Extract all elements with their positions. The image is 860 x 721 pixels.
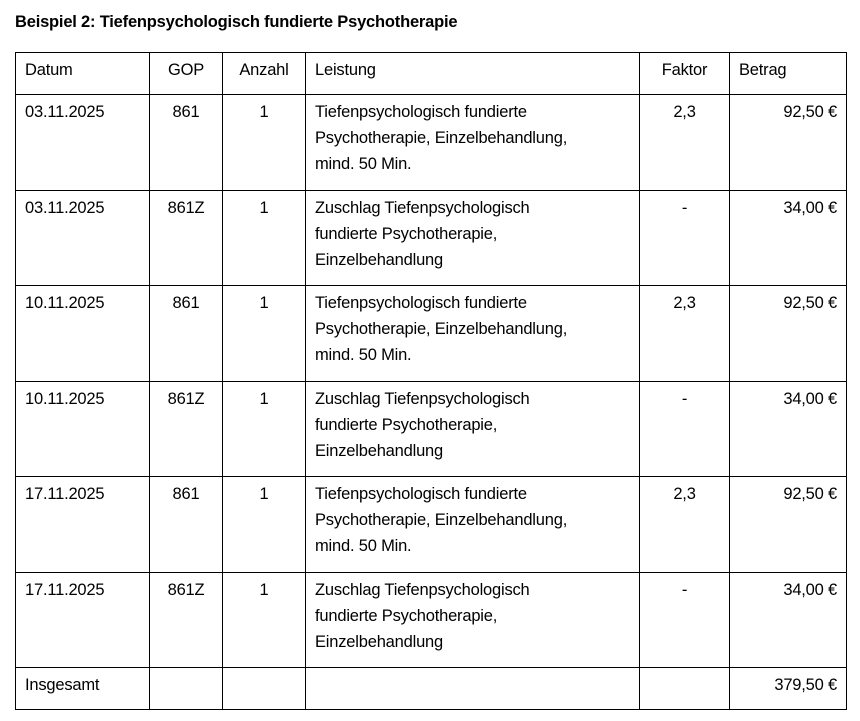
cell-leistung: Tiefenpsychologisch fundierte Psychothera… [305,476,640,573]
total-row: Insgesamt 379,50 € [15,667,847,710]
header-faktor: Faktor [639,52,730,95]
header-betrag: Betrag [729,52,847,95]
table-row: 17.11.2025 861Z 1 Zuschlag Tiefenpsychologi… [15,571,847,668]
cell-anzahl: 1 [222,94,306,191]
leistung-line: mind. 50 Min. [315,537,412,555]
cell-gop: 861 [149,476,223,573]
leistung-line: Zuschlag Tiefenpsychologisch [315,389,530,408]
cell-anzahl: 1 [222,189,306,286]
leistung-line: Zuschlag Tiefenpsychologisch [315,198,530,217]
leistung-line: mind. 50 Min. [315,346,412,364]
table-row: 03.11.2025 861Z 1 Zuschlag Tiefenpsychologi… [15,189,847,286]
cell-gop: 861Z [149,571,223,668]
table-row: 10.11.2025 861Z 1 Zuschlag Tiefenpsychologi… [15,380,847,477]
cell-faktor: 2,3 [639,285,730,382]
cell-datum: 10.11.2025 [15,380,150,477]
cell-datum: 03.11.2025 [15,94,150,191]
leistung-line: mind. 50 Min. [315,155,412,173]
table-header-row: Datum GOP Anzahl Leistung Faktor Betrag [15,52,847,95]
cell-leistung: Zuschlag Tiefenpsychologisch fundierte Ps… [305,189,640,286]
cell-betrag: 34,00 € [729,571,847,668]
leistung-line: Psychotherapie, Einzelbehandlung, [315,129,568,147]
table-row: 03.11.2025 861 1 Tiefenpsychologisch fundie… [15,94,847,191]
document-title: Beispiel 2: Tiefenpsychologisch fundiert… [15,13,458,31]
leistung-line: fundierte Psychotherapie, [315,224,498,243]
cell-gop: 861 [149,285,223,382]
cell-anzahl: 1 [222,476,306,573]
cell-betrag: 92,50 € [729,476,847,573]
leistung-line: Einzelbehandlung [315,441,443,460]
leistung-line: fundierte Psychotherapie, [315,606,498,625]
cell-datum: 03.11.2025 [15,189,150,286]
header-anzahl: Anzahl [222,52,306,95]
cell-faktor: 2,3 [639,476,730,573]
leistung-line: fundierte Psychotherapie, [315,415,498,434]
leistung-line: Psychotherapie, Einzelbehandlung, [315,320,568,338]
cell-datum: 17.11.2025 [15,476,150,573]
cell-leistung: Zuschlag Tiefenpsychologisch fundierte Ps… [305,380,640,477]
empty-cell [149,667,223,710]
cell-anzahl: 1 [222,571,306,668]
total-label: Insgesamt [15,667,150,710]
header-datum: Datum [15,52,150,95]
cell-anzahl: 1 [222,380,306,477]
cell-betrag: 34,00 € [729,189,847,286]
table-row: 10.11.2025 861 1 Tiefenpsychologisch fundie… [15,285,847,382]
table-row: 17.11.2025 861 1 Tiefenpsychologisch fundie… [15,476,847,573]
cell-faktor: 2,3 [639,94,730,191]
cell-leistung: Tiefenpsychologisch fundierte Psychothera… [305,285,640,382]
cell-anzahl: 1 [222,285,306,382]
cell-leistung: Tiefenpsychologisch fundierte Psychothera… [305,94,640,191]
leistung-line: Tiefenpsychologisch fundierte [315,294,527,312]
total-betrag: 379,50 € [729,667,847,710]
cell-datum: 17.11.2025 [15,571,150,668]
cell-betrag: 34,00 € [729,380,847,477]
cell-leistung: Zuschlag Tiefenpsychologisch fundierte Ps… [305,571,640,668]
cell-betrag: 92,50 € [729,94,847,191]
header-leistung: Leistung [305,52,640,95]
cell-datum: 10.11.2025 [15,285,150,382]
empty-cell [305,667,640,710]
cell-gop: 861Z [149,189,223,286]
leistung-line: Einzelbehandlung [315,250,443,269]
leistung-line: Tiefenpsychologisch fundierte [315,103,527,121]
cell-faktor: - [639,571,730,668]
header-gop: GOP [149,52,223,95]
cell-gop: 861Z [149,380,223,477]
cell-faktor: - [639,189,730,286]
leistung-line: Psychotherapie, Einzelbehandlung, [315,511,568,529]
empty-cell [639,667,730,710]
cell-gop: 861 [149,94,223,191]
empty-cell [222,667,306,710]
leistung-line: Zuschlag Tiefenpsychologisch [315,580,530,599]
leistung-line: Tiefenpsychologisch fundierte [315,485,527,503]
leistung-line: Einzelbehandlung [315,632,443,651]
cell-betrag: 92,50 € [729,285,847,382]
cell-faktor: - [639,380,730,477]
billing-table: Datum GOP Anzahl Leistung Faktor Betrag … [15,52,847,710]
